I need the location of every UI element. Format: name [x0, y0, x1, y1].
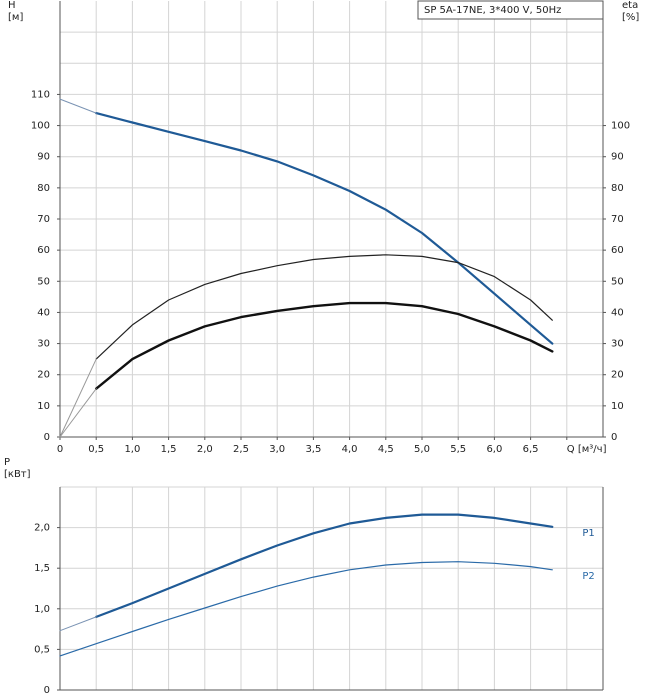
series-label: P1 [582, 528, 594, 539]
x-tick-label: 4,0 [342, 444, 358, 455]
y-tick-label: 80 [37, 183, 50, 194]
x-tick-label: 1,0 [124, 444, 140, 455]
series-line [59, 98, 97, 114]
x-tick-label: Q [м³/ч] [567, 444, 607, 455]
y-tick-label: 70 [37, 214, 50, 225]
x-tick-label: 5,0 [414, 444, 430, 455]
x-tick-label: 6,5 [523, 444, 539, 455]
x-tick-label: 0 [57, 444, 63, 455]
x-tick-label: 3,5 [305, 444, 321, 455]
y2-axis-label: [%] [622, 12, 639, 23]
y2-tick-label: 90 [611, 152, 624, 163]
x-tick-label: 2,5 [233, 444, 249, 455]
x-tick-label: 5,5 [450, 444, 466, 455]
series-label: P2 [582, 571, 594, 582]
info-box [417, 0, 604, 20]
y-tick-label: 40 [37, 307, 50, 318]
y-tick-label: 20 [37, 370, 50, 381]
series-line [59, 388, 97, 438]
y2-tick-label: 50 [611, 276, 624, 287]
y-tick-label: 10 [37, 401, 50, 412]
y2-tick-label: 20 [611, 370, 624, 381]
x-tick-label: 6,0 [486, 444, 502, 455]
y2-tick-label: 10 [611, 401, 624, 412]
series-line [95, 513, 554, 618]
series-line [59, 616, 97, 632]
y-tick-label: 0 [44, 685, 50, 696]
x-tick-label: 0,5 [88, 444, 104, 455]
x-tick-label: 2,0 [197, 444, 213, 455]
y2-tick-label: 80 [611, 183, 624, 194]
y-axis-label: [кВт] [4, 469, 31, 480]
y-tick-label: 0 [44, 432, 50, 443]
y-tick-label: 60 [37, 245, 50, 256]
y2-tick-label: 60 [611, 245, 624, 256]
y2-tick-label: 70 [611, 214, 624, 225]
y-tick-label: 110 [31, 89, 50, 100]
series-line [59, 561, 553, 657]
x-tick-label: 3,0 [269, 444, 285, 455]
y2-tick-label: 0 [611, 432, 617, 443]
y-axis-label: [м] [8, 12, 23, 23]
y-axis-label: P [4, 457, 10, 468]
y-tick-label: 30 [37, 339, 50, 350]
info-text: SP 5A-17NE, 3*400 V, 50Hz [424, 5, 561, 16]
series-line [59, 358, 97, 438]
y-tick-label: 1,0 [34, 604, 50, 615]
y2-tick-label: 30 [611, 339, 624, 350]
y-tick-label: 100 [31, 121, 50, 132]
y-axis-label: H [8, 0, 16, 11]
y-tick-label: 2,0 [34, 523, 50, 534]
x-tick-label: 1,5 [161, 444, 177, 455]
series-line [95, 254, 553, 360]
y2-tick-label: 100 [611, 121, 630, 132]
y-tick-label: 0,5 [34, 644, 50, 655]
series-line [95, 112, 554, 345]
series-line [95, 301, 554, 390]
y-tick-label: 50 [37, 276, 50, 287]
y-tick-label: 90 [37, 152, 50, 163]
y-tick-label: 1,5 [34, 563, 50, 574]
y2-axis-label: eta [622, 0, 638, 11]
x-tick-label: 4,5 [378, 444, 394, 455]
y2-tick-label: 40 [611, 307, 624, 318]
